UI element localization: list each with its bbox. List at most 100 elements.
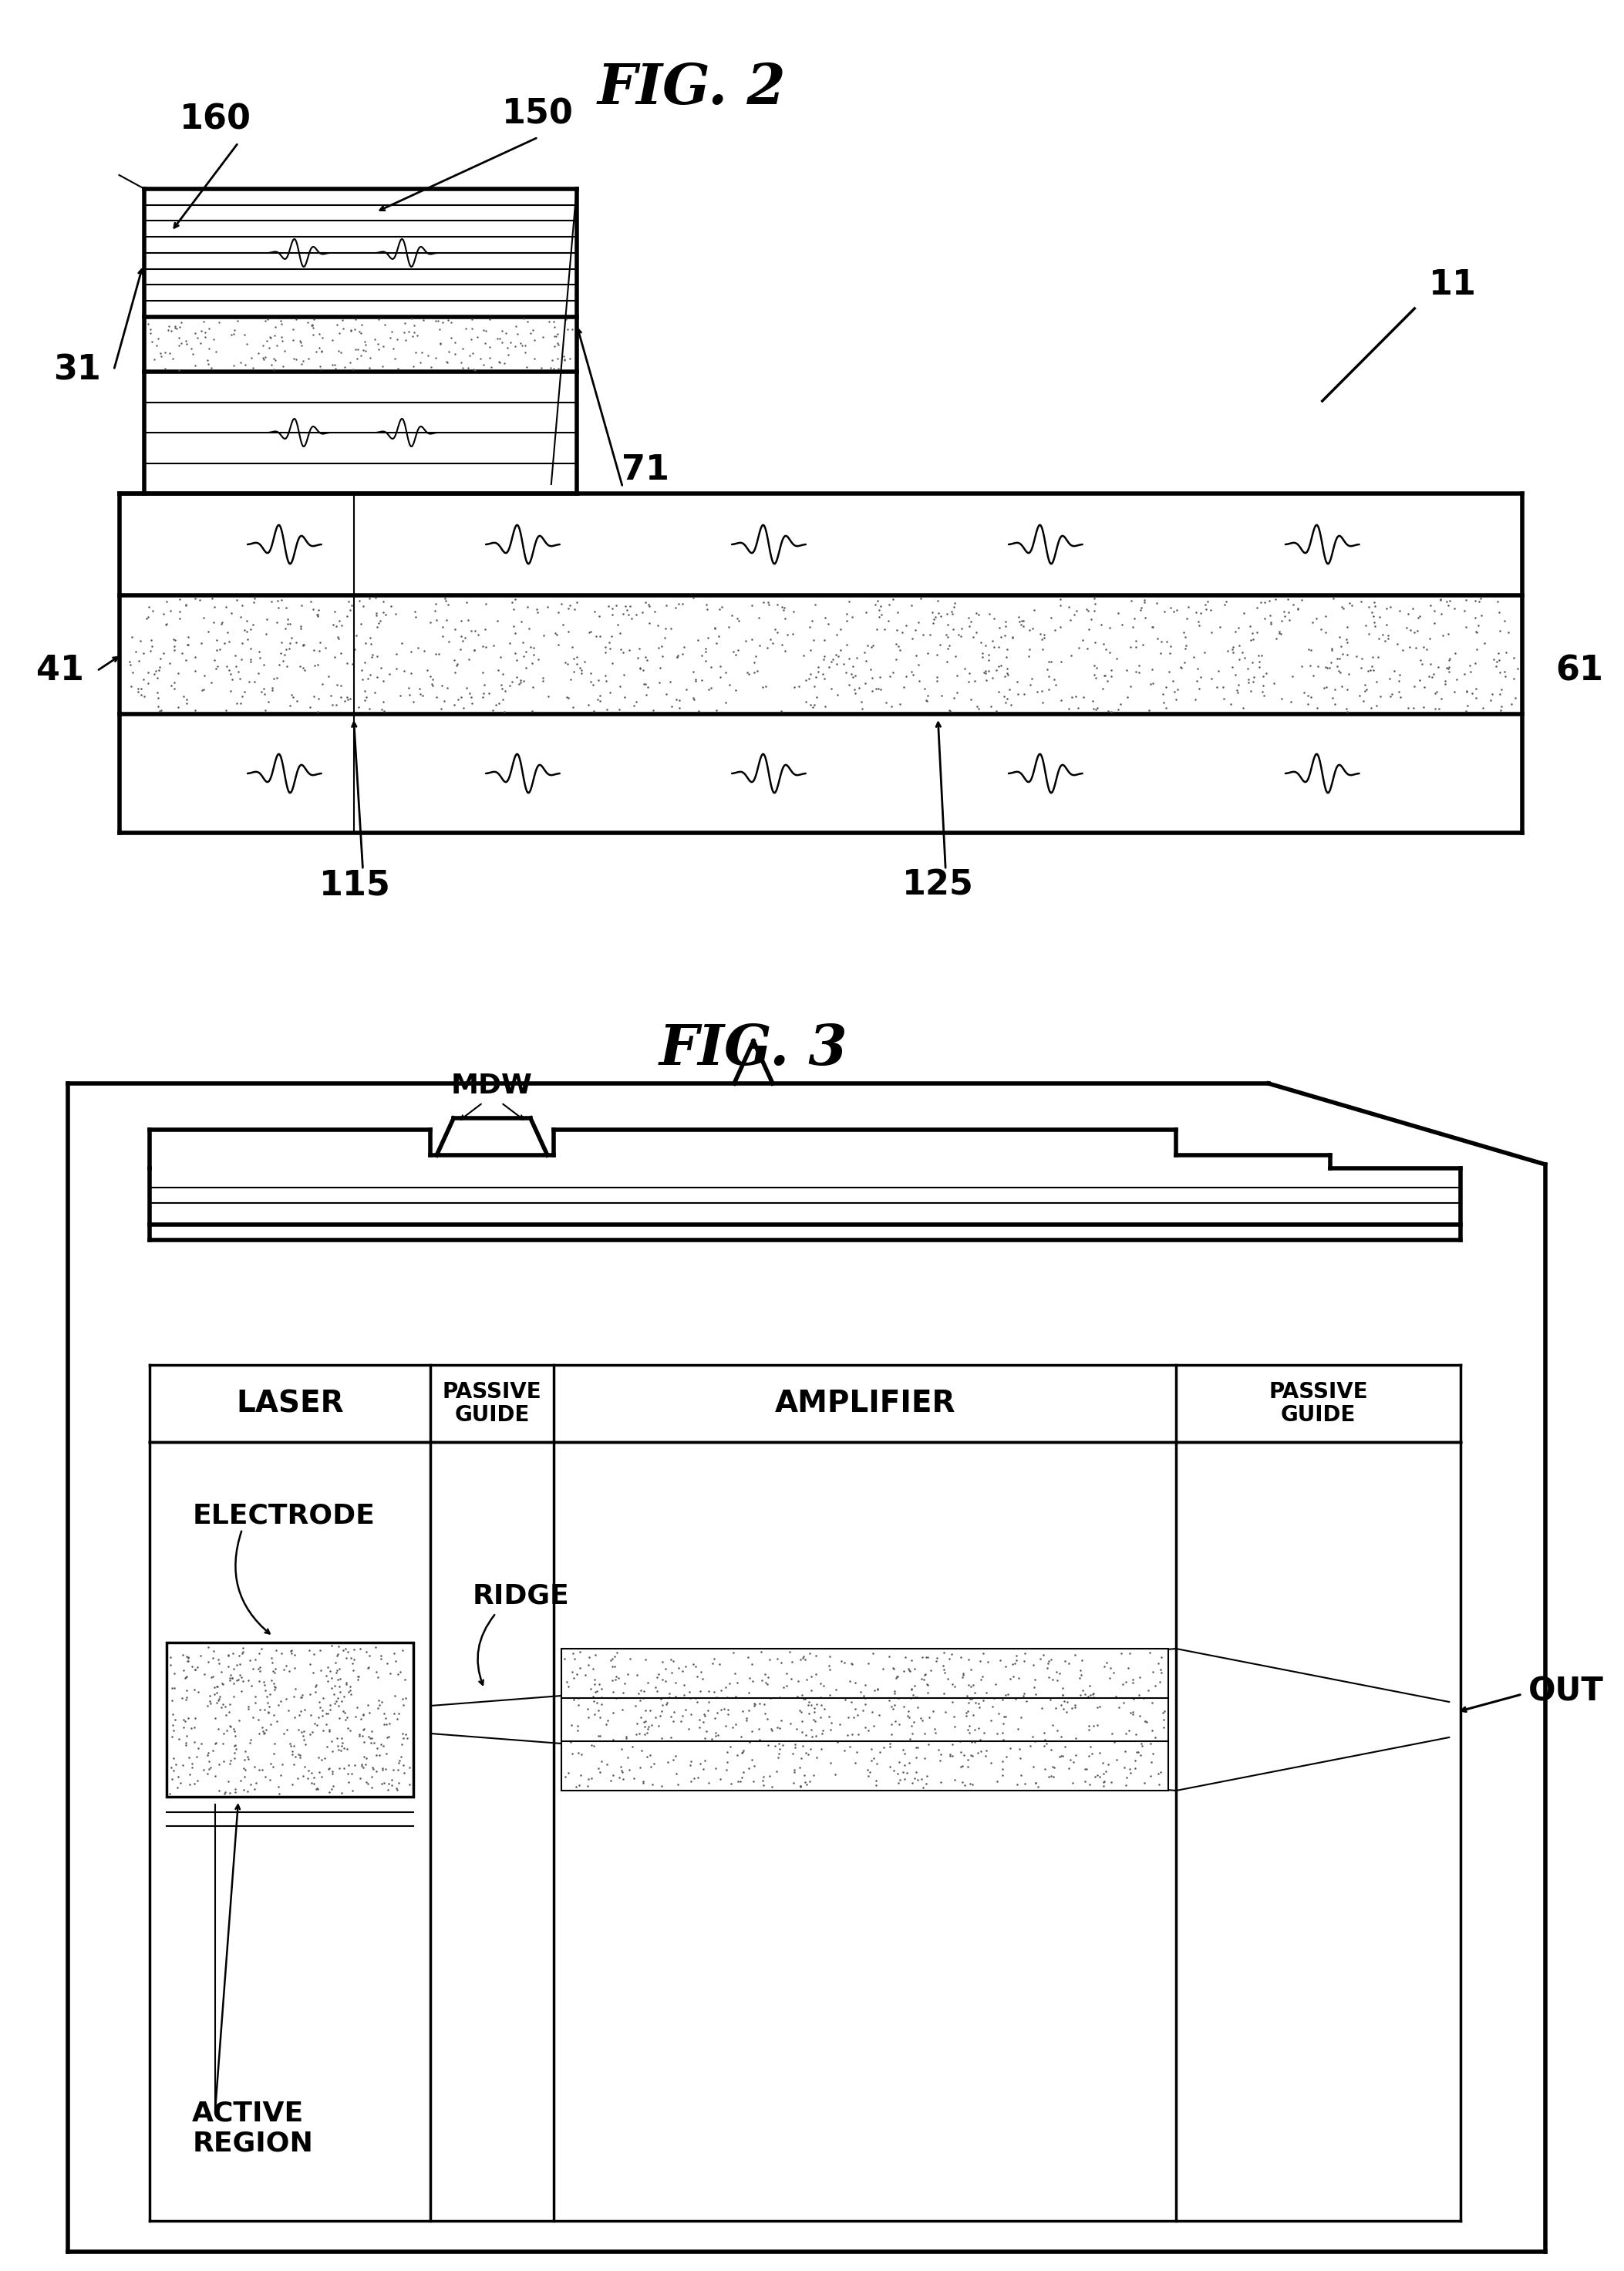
Point <box>237 611 263 647</box>
Point <box>801 1701 827 1737</box>
Point <box>1119 609 1145 645</box>
Point <box>900 1676 926 1712</box>
Point <box>1039 1706 1065 1742</box>
Point <box>1041 1758 1067 1794</box>
Point <box>635 1665 661 1701</box>
Point <box>300 1760 326 1796</box>
Point <box>328 1660 354 1696</box>
Point <box>348 606 374 643</box>
Point <box>666 690 692 727</box>
Point <box>414 652 440 688</box>
Point <box>1030 684 1056 720</box>
Point <box>992 1649 1018 1685</box>
Point <box>833 602 859 638</box>
Point <box>864 611 890 647</box>
Point <box>317 1692 343 1728</box>
Point <box>1106 595 1132 631</box>
Point <box>162 1746 188 1783</box>
Point <box>1236 661 1262 697</box>
Point <box>768 693 794 729</box>
Point <box>1091 656 1117 693</box>
Point <box>955 1742 981 1778</box>
Point <box>924 1640 950 1676</box>
Point <box>853 1685 879 1721</box>
Point <box>999 1646 1025 1683</box>
Point <box>525 640 551 677</box>
Point <box>309 352 335 388</box>
Point <box>1171 645 1197 681</box>
Point <box>901 1667 927 1703</box>
Point <box>677 1746 703 1783</box>
Point <box>999 618 1025 654</box>
Point <box>841 672 867 709</box>
Point <box>1049 643 1075 679</box>
Point <box>377 320 403 357</box>
Point <box>669 1699 695 1735</box>
Point <box>581 1637 607 1674</box>
Point <box>976 643 1002 679</box>
Point <box>1077 1712 1103 1749</box>
Point <box>960 1696 986 1733</box>
Point <box>305 647 331 684</box>
Point <box>328 668 354 704</box>
Point <box>630 1681 656 1717</box>
Point <box>349 332 375 368</box>
Point <box>335 645 361 681</box>
Point <box>424 679 450 715</box>
Point <box>1043 1690 1069 1726</box>
Point <box>1366 638 1392 674</box>
Point <box>263 343 289 379</box>
Point <box>736 1724 762 1760</box>
Point <box>1348 650 1374 686</box>
Point <box>1423 690 1449 727</box>
Point <box>422 341 448 377</box>
Point <box>143 652 169 688</box>
Point <box>859 1742 885 1778</box>
Point <box>330 1724 356 1760</box>
Point <box>343 618 369 654</box>
Point <box>598 1642 624 1678</box>
Point <box>287 1737 313 1774</box>
Point <box>325 1728 351 1765</box>
Point <box>1294 686 1320 722</box>
Point <box>1427 595 1453 631</box>
Point <box>1470 690 1496 727</box>
Point <box>377 1656 403 1692</box>
Point <box>781 670 807 706</box>
Point <box>864 1671 890 1708</box>
Point <box>781 1728 807 1765</box>
Point <box>581 1674 607 1710</box>
Point <box>1465 606 1491 643</box>
Point <box>883 1658 909 1694</box>
Point <box>369 650 395 686</box>
Point <box>1143 586 1169 622</box>
Point <box>793 663 818 699</box>
Point <box>810 1667 836 1703</box>
Point <box>1098 1649 1124 1685</box>
Point <box>346 1717 372 1753</box>
Point <box>887 1744 913 1780</box>
Point <box>1096 1660 1122 1696</box>
Point <box>603 1662 628 1699</box>
Point <box>1080 1676 1106 1712</box>
Point <box>755 629 781 665</box>
Point <box>968 1721 994 1758</box>
Point <box>835 1717 861 1753</box>
Point <box>253 302 279 338</box>
Point <box>864 1671 890 1708</box>
Point <box>205 622 231 659</box>
Point <box>607 668 633 704</box>
Point <box>601 1721 627 1758</box>
Point <box>755 584 781 620</box>
Point <box>317 1687 343 1724</box>
Point <box>383 652 409 688</box>
Point <box>784 1710 810 1746</box>
Point <box>944 638 970 674</box>
Point <box>754 668 780 704</box>
Point <box>1086 1758 1112 1794</box>
Point <box>1052 1642 1078 1678</box>
Point <box>156 311 182 347</box>
Point <box>723 672 749 709</box>
Point <box>741 1746 767 1783</box>
Point <box>703 625 729 661</box>
